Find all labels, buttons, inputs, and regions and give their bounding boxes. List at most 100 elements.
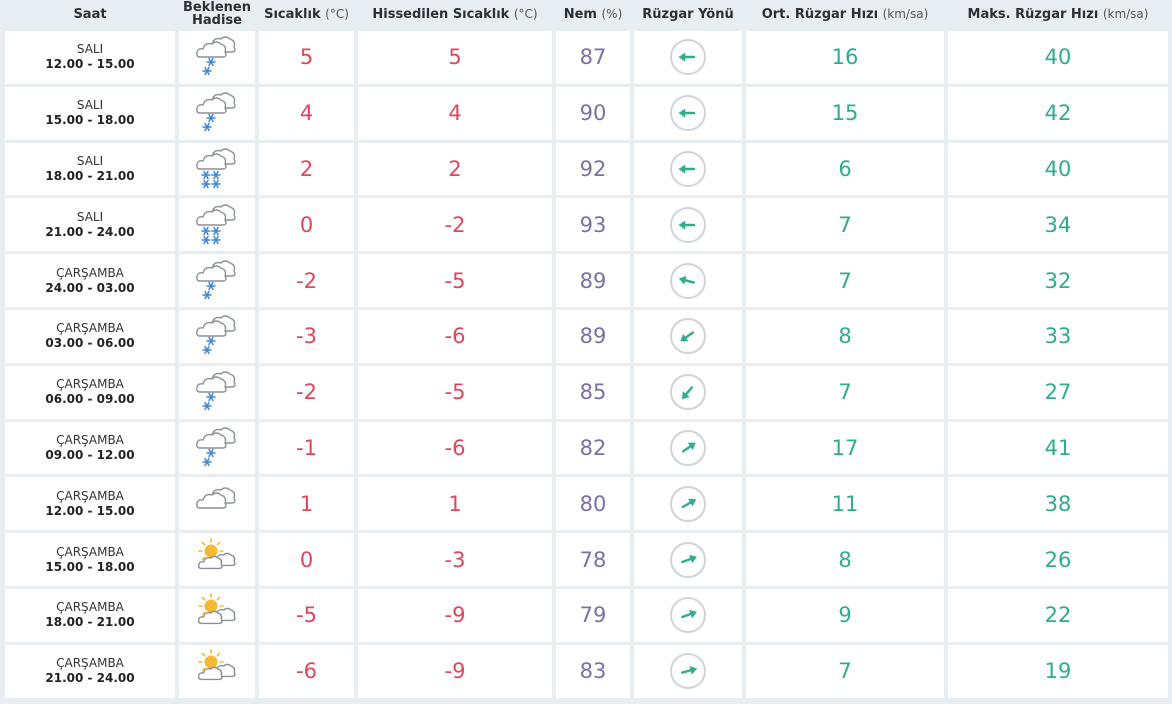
max-wind-value: 34 <box>948 198 1168 252</box>
col-header-ruzgar-yonu: Rüzgar Yönü <box>642 6 734 22</box>
time-range: 12.00 - 15.00 <box>45 503 135 518</box>
weather-icon-cell <box>179 421 255 475</box>
time-range: 15.00 - 18.00 <box>45 113 135 128</box>
wind-direction-cell <box>634 309 742 363</box>
wind-direction-badge <box>670 374 706 411</box>
avg-wind-value: 7 <box>746 254 944 307</box>
feels-like-value: 4 <box>358 86 552 140</box>
wind-direction-badge <box>670 318 706 355</box>
temperature-value: -1 <box>259 421 354 475</box>
time-cell: SALI 12.00 - 15.00 <box>5 31 175 84</box>
table-row: ÇARŞAMBA 18.00 - 21.00 -5 -9 79 9 22 <box>5 588 1168 642</box>
time-cell: SALI 18.00 - 21.00 <box>5 142 175 196</box>
time-range: 18.00 - 21.00 <box>45 615 135 630</box>
day-label: ÇARŞAMBA <box>56 321 124 336</box>
table-row: ÇARŞAMBA 15.00 - 18.00 0 -3 78 8 26 <box>5 533 1168 586</box>
sun-cloud-icon <box>197 649 236 681</box>
wind-direction-badge <box>670 541 706 578</box>
cloud-light-snow-icon <box>196 259 236 299</box>
feels-like-value: -9 <box>358 644 552 698</box>
day-label: SALI <box>76 42 104 57</box>
day-label: ÇARŞAMBA <box>56 265 124 280</box>
wind-arrow-icon <box>678 220 696 230</box>
weather-icon-cell <box>179 644 255 698</box>
time-cell: ÇARŞAMBA 06.00 - 09.00 <box>5 365 175 419</box>
table-row: ÇARŞAMBA 03.00 - 06.00 -3 -6 89 8 33 <box>5 309 1168 363</box>
max-wind-value: 40 <box>948 142 1168 196</box>
time-cell: ÇARŞAMBA 24.00 - 03.00 <box>5 254 175 307</box>
avg-wind-value: 7 <box>746 365 944 419</box>
wind-direction-badge <box>670 485 706 522</box>
temperature-value: -2 <box>259 254 354 307</box>
time-range: 24.00 - 03.00 <box>45 280 135 295</box>
temperature-value: 0 <box>259 533 354 586</box>
humidity-value: 89 <box>556 309 630 363</box>
avg-wind-value: 8 <box>746 309 944 363</box>
wind-direction-cell <box>634 644 742 698</box>
wind-arrow-icon <box>681 498 697 508</box>
time-cell: ÇARŞAMBA 03.00 - 06.00 <box>5 309 175 363</box>
avg-wind-value: 7 <box>746 198 944 252</box>
temperature-value: 4 <box>259 86 354 140</box>
humidity-value: 89 <box>556 254 630 307</box>
weather-icon-cell <box>179 86 255 140</box>
cloud-light-snow-icon <box>196 427 236 467</box>
wind-direction-cell <box>634 588 742 642</box>
wind-direction-cell <box>634 365 742 419</box>
table-row: SALI 15.00 - 18.00 4 4 90 15 42 <box>5 86 1168 140</box>
feels-like-value: 5 <box>358 31 552 84</box>
feels-like-value: -3 <box>358 533 552 586</box>
feels-like-value: -5 <box>358 365 552 419</box>
max-wind-value: 26 <box>948 533 1168 586</box>
header-row: Saat Beklenen Hadise Sıcaklık (°C) Hisse… <box>5 0 1168 28</box>
humidity-value: 82 <box>556 421 630 475</box>
day-label: ÇARŞAMBA <box>56 656 124 671</box>
humidity-value: 80 <box>556 477 630 531</box>
feels-like-value: -2 <box>358 198 552 252</box>
cloud-snow-icon <box>196 204 236 245</box>
table-row: SALI 12.00 - 15.00 5 5 87 16 40 <box>5 31 1168 84</box>
temperature-value: 5 <box>259 31 354 84</box>
weather-icon-cell <box>179 309 255 363</box>
temperature-value: 2 <box>259 142 354 196</box>
wind-direction-badge <box>670 95 706 132</box>
avg-wind-value: 8 <box>746 533 944 586</box>
max-wind-value: 40 <box>948 31 1168 84</box>
humidity-value: 83 <box>556 644 630 698</box>
temperature-value: -3 <box>259 309 354 363</box>
wind-direction-cell <box>634 533 742 586</box>
col-header-ort-ruzgar: Ort. Rüzgar Hızı (km/sa) <box>761 6 929 22</box>
avg-wind-value: 17 <box>746 421 944 475</box>
feels-like-value: 1 <box>358 477 552 531</box>
sun-cloud-icon <box>197 593 236 625</box>
time-range: 03.00 - 06.00 <box>45 336 135 351</box>
wind-direction-badge <box>670 429 706 466</box>
max-wind-value: 38 <box>948 477 1168 531</box>
wind-arrow-icon <box>681 610 697 619</box>
time-cell: SALI 15.00 - 18.00 <box>5 86 175 140</box>
time-range: 21.00 - 24.00 <box>45 224 135 239</box>
wind-direction-cell <box>634 142 742 196</box>
weather-icon-cell <box>179 365 255 419</box>
wind-direction-badge <box>670 206 706 243</box>
avg-wind-value: 11 <box>746 477 944 531</box>
table-row: ÇARŞAMBA 21.00 - 24.00 -6 -9 83 7 19 <box>5 644 1168 698</box>
max-wind-value: 19 <box>948 644 1168 698</box>
time-range: 12.00 - 15.00 <box>45 57 135 72</box>
wind-direction-cell <box>634 31 742 84</box>
wind-direction-badge <box>670 262 706 299</box>
temperature-value: 1 <box>259 477 354 531</box>
time-range: 09.00 - 12.00 <box>45 447 135 462</box>
feels-like-value: -5 <box>358 254 552 307</box>
time-cell: ÇARŞAMBA 21.00 - 24.00 <box>5 644 175 698</box>
sun-cloud-icon <box>197 537 236 569</box>
wind-direction-cell <box>634 86 742 140</box>
temperature-value: 0 <box>259 198 354 252</box>
max-wind-value: 42 <box>948 86 1168 140</box>
humidity-value: 85 <box>556 365 630 419</box>
day-label: ÇARŞAMBA <box>56 544 124 559</box>
col-header-sicaklik: Sıcaklık (°C) <box>264 6 349 22</box>
weather-icon-cell <box>179 198 255 252</box>
table-row: ÇARŞAMBA 06.00 - 09.00 -2 -5 85 7 27 <box>5 365 1168 419</box>
day-label: ÇARŞAMBA <box>56 432 124 447</box>
